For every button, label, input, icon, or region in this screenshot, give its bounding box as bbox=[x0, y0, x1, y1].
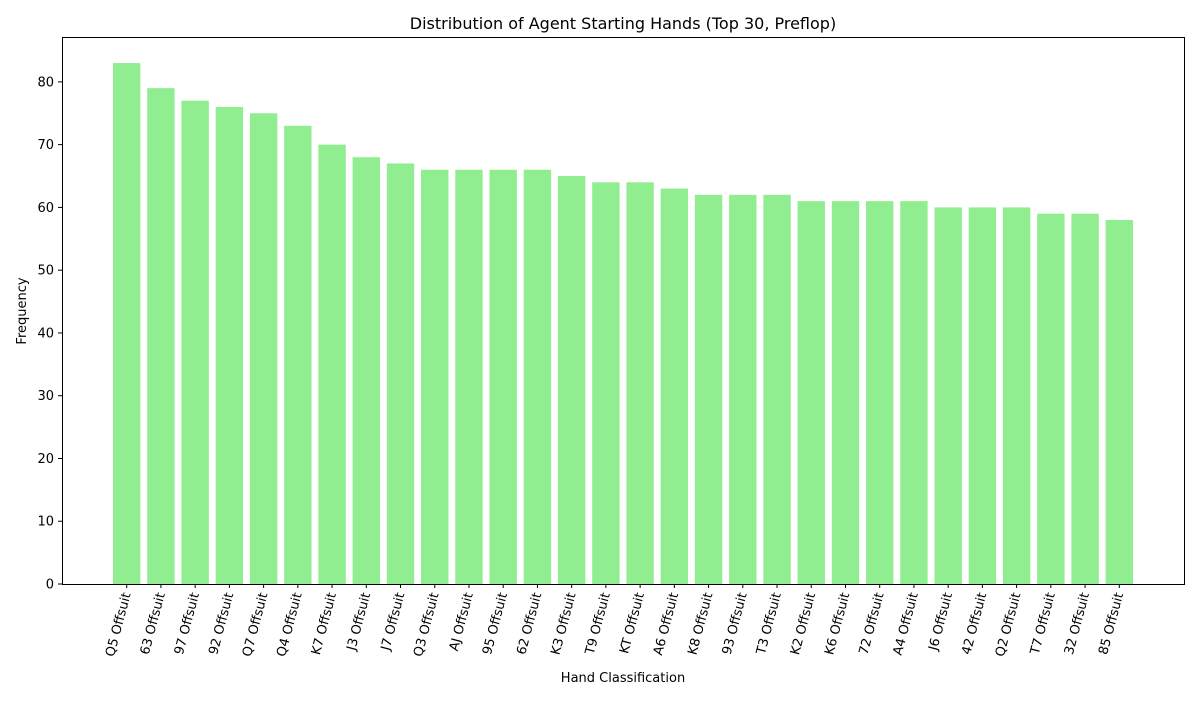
x-tick-label: 62 Offsuit bbox=[514, 591, 545, 656]
x-tick-label: K6 Offsuit bbox=[822, 591, 853, 657]
bar-q2-offsuit bbox=[1002, 207, 1031, 584]
x-tick-label: K7 Offsuit bbox=[309, 591, 340, 657]
bar-q4-offsuit bbox=[284, 125, 312, 584]
bar-72-offsuit bbox=[866, 201, 894, 584]
bar-t3-offsuit bbox=[763, 194, 791, 584]
y-tick-label: 20 bbox=[37, 452, 54, 467]
plot-frame bbox=[62, 37, 1185, 585]
y-tick-label: 60 bbox=[37, 201, 54, 216]
x-tick-label: AJ Offsuit bbox=[447, 591, 477, 653]
bar-t7-offsuit bbox=[1037, 213, 1065, 584]
bar-97-offsuit bbox=[181, 100, 209, 585]
bars-group bbox=[113, 63, 1133, 585]
bar-j3-offsuit bbox=[352, 157, 380, 584]
x-tick-label: 42 Offsuit bbox=[959, 591, 990, 656]
x-tick-label: Q7 Offsuit bbox=[240, 591, 271, 658]
x-tick-label: T7 Offsuit bbox=[1028, 591, 1059, 657]
y-axis-ticks: 0 10 20 30 40 50 60 70 80 bbox=[37, 75, 62, 593]
x-tick-label: 63 Offsuit bbox=[138, 591, 169, 656]
x-tick-label: 95 Offsuit bbox=[480, 591, 511, 656]
bar-kt-offsuit bbox=[626, 182, 654, 585]
x-tick-label: K2 Offsuit bbox=[788, 591, 819, 657]
bar-a6-offsuit bbox=[660, 188, 689, 584]
x-tick-label: 32 Offsuit bbox=[1062, 591, 1093, 656]
bar-32-offsuit bbox=[1071, 213, 1099, 584]
bar-95-offsuit bbox=[489, 169, 517, 584]
bar-k3-offsuit bbox=[557, 176, 586, 584]
y-tick-label: 80 bbox=[37, 75, 54, 90]
x-tick-label: A6 Offsuit bbox=[651, 591, 682, 657]
bar-k8-offsuit bbox=[694, 194, 723, 584]
x-tick-label: A4 Offsuit bbox=[891, 591, 922, 657]
bar-a4-offsuit bbox=[900, 201, 928, 584]
bar-63-offsuit bbox=[147, 88, 175, 585]
bar-93-offsuit bbox=[729, 194, 757, 584]
x-tick-label: T3 Offsuit bbox=[754, 591, 785, 657]
bar-q3-offsuit bbox=[421, 169, 449, 584]
y-tick-label: 50 bbox=[37, 264, 54, 279]
x-tick-label: Q5 Offsuit bbox=[103, 591, 134, 658]
x-tick-label: J3 Offsuit bbox=[344, 591, 374, 653]
x-axis-ticks: Q5 Offsuit 63 Offsuit 97 Offsuit 92 Offsuit… bbox=[103, 584, 1127, 658]
x-tick-label: Q3 Offsuit bbox=[411, 591, 442, 658]
bar-85-offsuit bbox=[1105, 219, 1133, 584]
bar-92-offsuit bbox=[215, 106, 244, 584]
x-tick-label: 97 Offsuit bbox=[172, 591, 203, 656]
y-axis-label: Frequency bbox=[15, 277, 30, 344]
bar-62-offsuit bbox=[523, 169, 552, 584]
y-tick-label: 10 bbox=[37, 515, 54, 530]
bar-k7-offsuit bbox=[318, 144, 346, 584]
bar-q7-offsuit bbox=[249, 113, 278, 584]
y-tick-label: 40 bbox=[37, 326, 54, 341]
bar-j6-offsuit bbox=[934, 207, 962, 584]
x-tick-label: 93 Offsuit bbox=[720, 591, 751, 656]
bar-42-offsuit bbox=[968, 207, 997, 584]
y-tick-label: 30 bbox=[37, 389, 54, 404]
chart-title: Distribution of Agent Starting Hands (To… bbox=[410, 14, 836, 33]
x-tick-label: 72 Offsuit bbox=[857, 591, 888, 656]
bar-k2-offsuit bbox=[797, 201, 825, 584]
x-tick-label: J6 Offsuit bbox=[926, 591, 956, 653]
bar-j7-offsuit bbox=[386, 163, 415, 584]
y-tick-label: 70 bbox=[37, 138, 54, 153]
x-tick-label: K8 Offsuit bbox=[685, 591, 716, 657]
bar-k6-offsuit bbox=[831, 201, 860, 584]
x-tick-label: 85 Offsuit bbox=[1096, 591, 1127, 656]
bar-aj-offsuit bbox=[455, 169, 483, 584]
x-tick-label: KT Offsuit bbox=[617, 591, 648, 655]
bar-t9-offsuit bbox=[592, 182, 620, 585]
x-axis-label: Hand Classification bbox=[561, 671, 685, 686]
y-tick-label: 0 bbox=[46, 578, 54, 593]
x-tick-label: Q2 Offsuit bbox=[993, 591, 1024, 658]
x-tick-label: J7 Offsuit bbox=[378, 591, 408, 653]
x-tick-label: 92 Offsuit bbox=[206, 591, 237, 656]
x-tick-label: K3 Offsuit bbox=[549, 591, 580, 657]
x-tick-label: T9 Offsuit bbox=[583, 591, 614, 657]
x-tick-label: Q4 Offsuit bbox=[274, 591, 305, 658]
bar-q5-offsuit bbox=[113, 63, 141, 585]
